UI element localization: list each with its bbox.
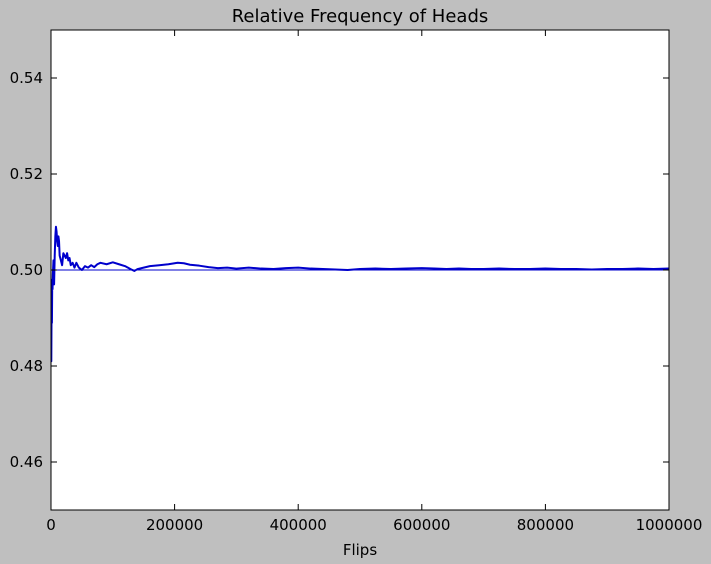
x-tick-label: 1000000 <box>636 516 703 534</box>
x-axis-label: Flips <box>343 541 377 559</box>
y-tick-label: 0.48 <box>10 357 43 375</box>
x-tick-label: 400000 <box>270 516 327 534</box>
x-tick-label: 0 <box>46 516 56 534</box>
y-tick-label: 0.52 <box>10 165 43 183</box>
x-tick-label: 200000 <box>146 516 203 534</box>
chart-title: Relative Frequency of Heads <box>232 6 489 27</box>
series-line-0 <box>51 225 669 363</box>
y-tick-label: 0.50 <box>10 261 43 279</box>
x-tick-label: 600000 <box>393 516 450 534</box>
y-tick-label: 0.54 <box>10 69 43 87</box>
x-tick-label: 800000 <box>517 516 574 534</box>
y-tick-label: 0.46 <box>10 453 43 471</box>
